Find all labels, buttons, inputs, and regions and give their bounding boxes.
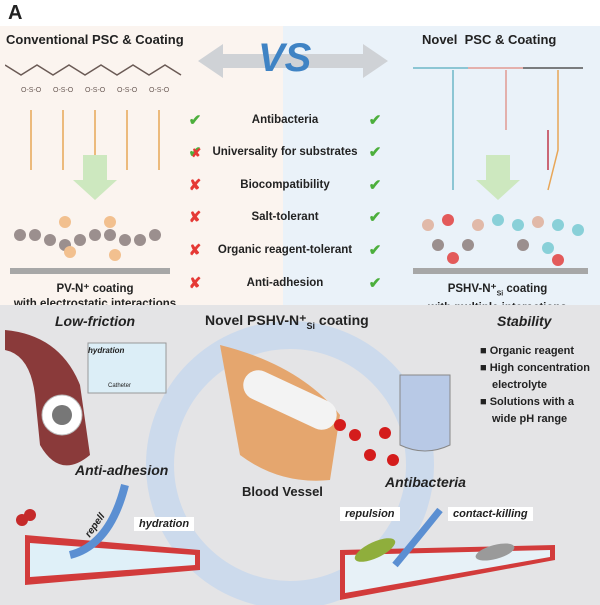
vs-label: VS <box>258 36 312 80</box>
comparison-row: ✔✘ Universality for substrates ✔ <box>185 142 385 162</box>
check-cross-icon: ✔✘ <box>188 144 202 161</box>
caption-sub: Si <box>496 290 504 298</box>
cross-icon: ✘ <box>188 242 202 259</box>
novel-background <box>283 26 600 314</box>
property-label: Anti-adhesion <box>246 277 324 289</box>
comparison-row: ✘ Anti-adhesion ✔ <box>185 273 385 293</box>
cross-icon: ✘ <box>188 177 202 194</box>
svg-text:O-S-O: O-S-O <box>53 87 74 94</box>
stability-item: ■ Organic reagent <box>480 345 575 357</box>
conventional-title: Conventional PSC & Coating <box>6 32 184 47</box>
check-icon: ✔ <box>188 112 202 129</box>
stability-item-text: Organic reagent <box>489 345 575 357</box>
stability-label: Stability <box>497 313 552 329</box>
check-icon: ✔ <box>368 242 382 259</box>
caption-line: PV-N⁺ coating <box>56 283 134 295</box>
stability-list: ■ Organic reagent ■ High concentration e… <box>480 343 595 428</box>
property-label: Universality for substrates <box>212 146 358 158</box>
svg-text:O-S-O: O-S-O <box>117 87 138 94</box>
property-label: Antibacteria <box>251 114 319 126</box>
panel-b-illustration <box>5 321 555 605</box>
title-sub: Si <box>306 320 316 331</box>
property-label: Salt-tolerant <box>251 211 319 223</box>
comparison-row: ✔ Antibacteria ✔ <box>185 110 385 130</box>
blood-vessel-label: Blood Vessel <box>242 484 323 499</box>
cross-icon: ✘ <box>188 209 202 226</box>
property-label: Biocompatibility <box>240 179 330 191</box>
anti-adhesion-label: Anti-adhesion <box>75 462 169 478</box>
panel-b-title: Novel PSHV-N⁺Si coating <box>205 312 369 331</box>
title-part: coating <box>315 312 369 328</box>
stability-item-text: High concentration electrolyte <box>489 362 590 391</box>
low-friction-label: Low-friction <box>55 313 136 329</box>
svg-text:O-S-O: O-S-O <box>85 87 106 94</box>
vs-double-arrow <box>198 44 388 78</box>
comparison-row: ✘ Organic reagent-tolerant ✔ <box>185 240 385 260</box>
check-icon: ✔ <box>368 275 382 292</box>
inset-hydration-label: hydration <box>88 346 125 355</box>
conventional-background <box>0 26 283 314</box>
conventional-psc-illustration: O-S-O O-S-O O-S-O O-S-O O-S-O <box>5 64 182 274</box>
stability-item-text: Solutions with a wide pH range <box>489 396 575 425</box>
caption-part: PSHV-N⁺ <box>447 283 497 295</box>
caption-line: PSHV-N⁺Si coating <box>405 282 590 301</box>
hydration-label: hydration <box>134 517 195 531</box>
title-part: Novel PSHV-N⁺ <box>205 312 307 328</box>
panel-a-label: A <box>8 2 23 24</box>
repulsion-label: repulsion <box>340 507 400 521</box>
antibacteria-label: Antibacteria <box>385 474 466 490</box>
inset-catheter-label: Catheter <box>108 383 132 389</box>
property-label: Organic reagent-tolerant <box>217 244 353 256</box>
check-icon: ✔ <box>368 209 382 226</box>
stability-item: ■ Solutions with a wide pH range <box>480 396 575 425</box>
svg-text:O-S-O: O-S-O <box>21 87 42 94</box>
novel-psc-illustration <box>413 67 588 274</box>
novel-title: Novel PSC & Coating <box>422 32 557 47</box>
check-icon: ✔ <box>368 177 382 194</box>
check-icon: ✔ <box>368 112 382 129</box>
svg-text:O-S-O: O-S-O <box>149 87 170 94</box>
cross-icon: ✘ <box>188 275 202 292</box>
comparison-row: ✘ Salt-tolerant ✔ <box>185 207 385 227</box>
check-icon: ✔ <box>368 144 382 161</box>
stability-item: ■ High concentration electrolyte <box>480 362 590 391</box>
comparison-row: ✘ Biocompatibility ✔ <box>185 175 385 195</box>
contact-killing-label: contact-killing <box>448 507 533 521</box>
caption-part: coating <box>503 283 548 295</box>
